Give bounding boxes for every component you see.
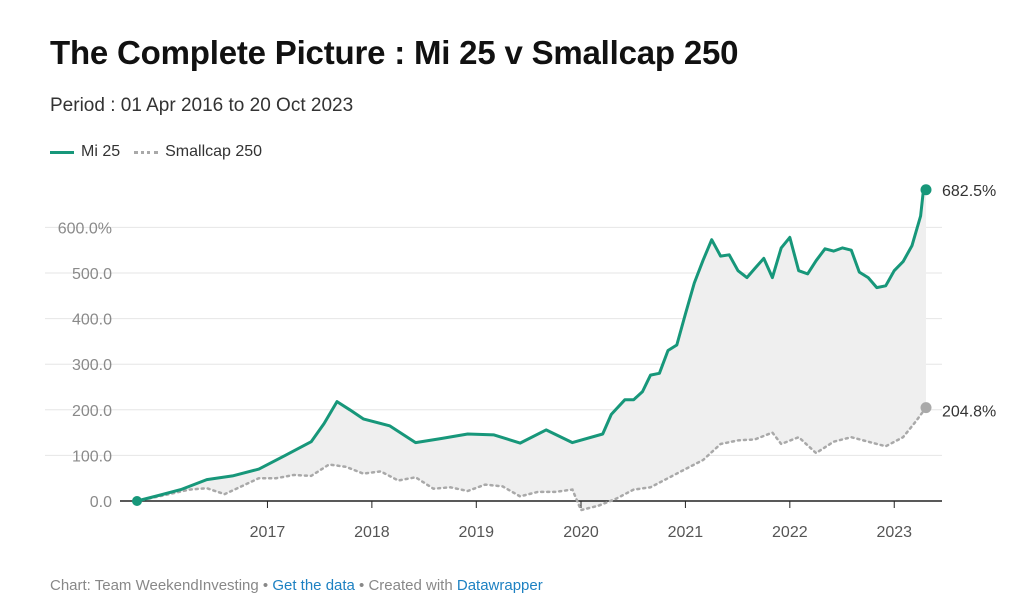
footer-credit: Chart: Team WeekendInvesting [50, 577, 259, 594]
area-between-series [137, 189, 926, 511]
legend-label-smallcap: Smallcap 250 [165, 143, 263, 160]
y-tick-label: 200.0 [72, 403, 112, 420]
footer-created-with: • Created with [354, 577, 457, 594]
x-tick-label: 2019 [458, 524, 494, 541]
series-line-smallcap-250 [135, 406, 928, 512]
x-tick-label: 2017 [250, 524, 286, 541]
legend-swatch-dotted-line-icon [134, 150, 159, 154]
legend-item-mi25: Mi 25 [50, 143, 120, 161]
x-tick-label: 2020 [563, 524, 599, 541]
end-marker-mi25 [920, 184, 932, 196]
legend-swatch-solid-line-icon [50, 150, 74, 154]
x-axis-ticks: 2017 2018 2019 2020 2021 2022 2023 [250, 501, 912, 541]
start-marker-mi25 [132, 496, 142, 506]
chart-subtitle: Period : 01 Apr 2016 to 20 Oct 2023 [50, 95, 354, 116]
y-tick-label: 300.0 [72, 357, 112, 374]
end-label-mi25: 682.5% [942, 183, 996, 200]
legend-label-mi25: Mi 25 [81, 143, 121, 160]
x-tick-label: 2022 [772, 524, 808, 541]
chart-title: The Complete Picture : Mi 25 v Smallcap … [50, 34, 739, 71]
series-markers [132, 184, 932, 506]
y-tick-label: 100.0 [72, 448, 112, 465]
x-tick-label: 2021 [668, 524, 704, 541]
footer-separator: • [258, 577, 273, 594]
end-marker-smallcap [920, 402, 932, 414]
get-the-data-link[interactable]: Get the data [272, 577, 355, 594]
x-tick-label: 2023 [876, 524, 912, 541]
legend-item-smallcap: Smallcap 250 [134, 143, 262, 161]
y-tick-label: 400.0 [72, 312, 112, 329]
legend: Mi 25 Smallcap 250 [50, 143, 276, 161]
series-line-mi-25 [136, 188, 928, 503]
chart-footer: Chart: Team WeekendInvesting • Get the d… [50, 577, 543, 594]
end-label-smallcap: 204.8% [942, 404, 996, 421]
y-tick-label: 0.0 [90, 494, 112, 511]
y-tick-label: 500.0 [72, 266, 112, 283]
x-tick-label: 2018 [354, 524, 390, 541]
y-tick-label: 600.0% [58, 220, 112, 237]
y-axis-tick-labels: 0.0 100.0 200.0 300.0 400.0 500.0 600.0% [58, 220, 112, 511]
datawrapper-link[interactable]: Datawrapper [456, 577, 543, 594]
